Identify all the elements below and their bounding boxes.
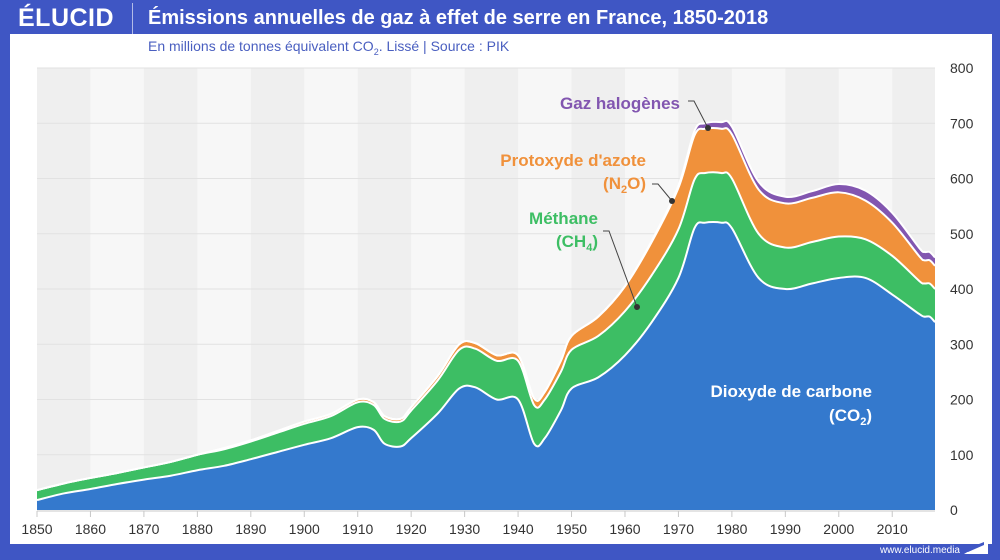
methane-leader <box>603 230 638 308</box>
x-tick-label: 1960 <box>609 521 640 537</box>
gaz-halogenes-leader <box>688 100 709 129</box>
y-tick-label: 200 <box>950 392 974 408</box>
y-tick-label: 700 <box>950 115 974 131</box>
n2o-leader <box>652 183 673 202</box>
subtitle-subscript: 2 <box>373 46 379 57</box>
x-tick-label: 1870 <box>128 521 159 537</box>
x-tick-label: 1980 <box>716 521 747 537</box>
series-boundary-line <box>36 171 936 492</box>
logo-divider <box>132 3 133 37</box>
label-ch4-formula: (CH4) <box>556 232 598 254</box>
label-protoxyde-azote-part: Protoxyde d'azote <box>500 151 646 170</box>
subtitle-text: En millions de tonnes équivalent CO <box>148 38 374 54</box>
x-tick-label: 1900 <box>289 521 320 537</box>
area-dioxyde <box>37 222 935 510</box>
label-co2-formula-part: (CO <box>829 406 860 425</box>
y-tick-label: 500 <box>950 226 974 242</box>
elucid-logo: ÉLUCID <box>18 4 115 32</box>
x-tick-label: 1940 <box>502 521 533 537</box>
series-boundary-line <box>36 221 936 502</box>
x-tick-label: 1890 <box>235 521 266 537</box>
x-tick-label: 1950 <box>556 521 587 537</box>
label-n2o-formula-part: 2 <box>621 184 627 196</box>
x-tick-label: 1910 <box>342 521 373 537</box>
label-co2-formula: (CO2) <box>829 406 872 428</box>
label-ch4-formula-part: 4 <box>586 242 593 254</box>
y-tick-label: 400 <box>950 281 974 297</box>
label-gaz-halogenes-part: Gaz halogènes <box>560 94 680 113</box>
y-tick-label: 600 <box>950 171 974 187</box>
header: ÉLUCID Émissions annuelles de gaz à effe… <box>0 0 1000 37</box>
x-tick-label: 1920 <box>396 521 427 537</box>
label-protoxyde-azote: Protoxyde d'azote <box>500 151 646 170</box>
label-n2o-formula: (N2O) <box>603 174 646 196</box>
n2o-dot <box>669 198 675 204</box>
methane-dot <box>634 304 640 310</box>
y-tick-label: 0 <box>950 502 958 518</box>
label-ch4-formula-part: ) <box>592 232 598 251</box>
label-gaz-halogenes: Gaz halogènes <box>560 94 680 113</box>
x-tick-label: 2010 <box>877 521 908 537</box>
x-tick-label: 1880 <box>182 521 213 537</box>
elucid-flag-icon <box>964 540 988 554</box>
x-tick-label: 1930 <box>449 521 480 537</box>
label-co2: Dioxyde de carbone <box>710 382 872 401</box>
subtitle-source: . Lissé | Source : PIK <box>378 38 510 54</box>
label-methane: Méthane <box>529 209 598 228</box>
chart-title: Émissions annuelles de gaz à effet de se… <box>148 7 769 29</box>
y-tick-label: 300 <box>950 336 974 352</box>
y-tick-label: 800 <box>950 60 974 76</box>
label-co2-formula-part: ) <box>866 406 872 425</box>
x-tick-label: 1860 <box>75 521 106 537</box>
x-tick-label: 2000 <box>823 521 854 537</box>
chart-subtitle: En millions de tonnes équivalent CO2. Li… <box>148 38 509 57</box>
label-ch4-formula-part: (CH <box>556 232 586 251</box>
series-boundary-line <box>36 119 936 492</box>
gaz-halogenes-dot <box>705 125 711 131</box>
x-tick-label: 1970 <box>663 521 694 537</box>
x-tick-label: 1850 <box>21 521 52 537</box>
y-tick-label: 100 <box>950 447 974 463</box>
label-co2-part: Dioxyde de carbone <box>710 382 872 401</box>
label-methane-part: Méthane <box>529 209 598 228</box>
label-n2o-formula-part: (N <box>603 174 621 193</box>
x-tick-label: 1990 <box>770 521 801 537</box>
label-co2-formula-part: 2 <box>860 416 866 428</box>
footer-url[interactable]: www.elucid.media <box>879 545 960 556</box>
label-n2o-formula-part: O) <box>627 174 646 193</box>
